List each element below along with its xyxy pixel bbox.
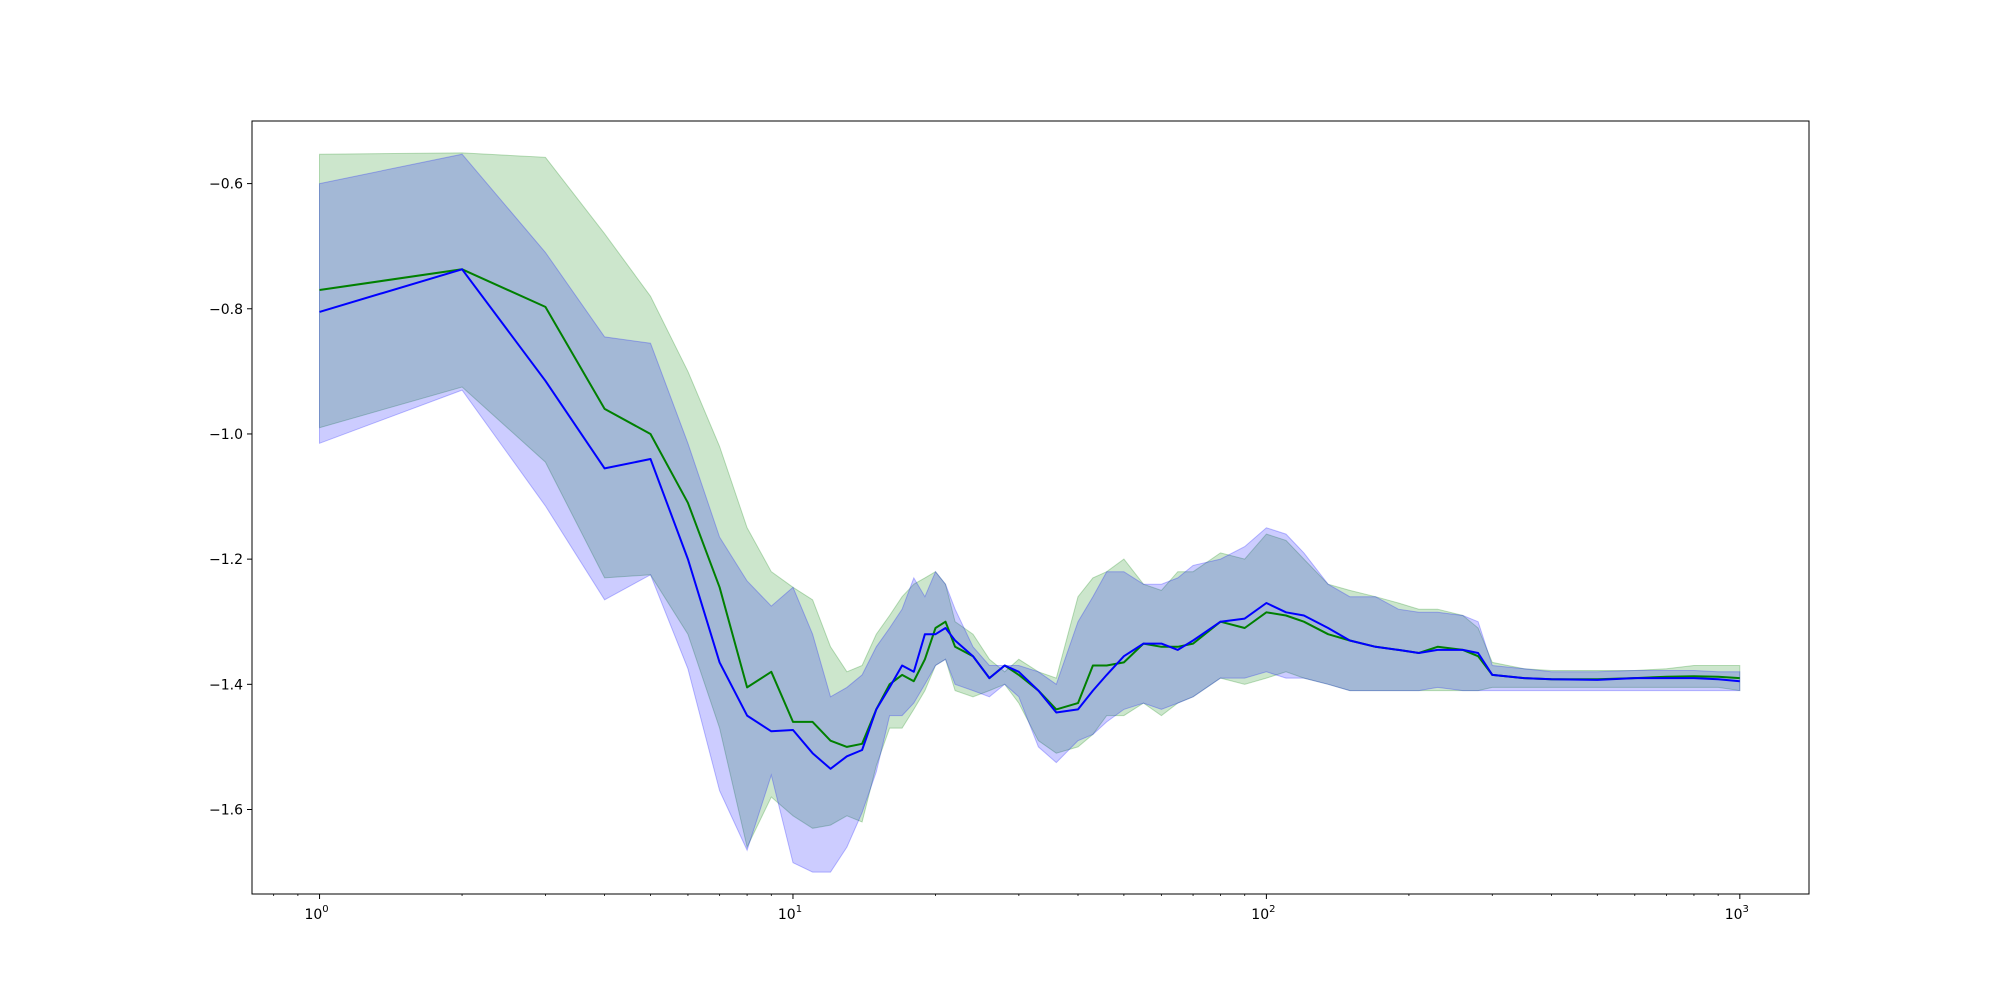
y-tick-label: −1.6 [209, 803, 243, 819]
confidence-bands [319, 152, 1741, 873]
confidence-band-2 [319, 153, 1741, 873]
y-axis: −0.6 −0.8 −1.0 −1.2 −1.4 −1.6 [209, 177, 252, 819]
series-line-2 [319, 268, 1740, 770]
y-tick-label: −0.8 [209, 302, 243, 318]
series-lines [319, 268, 1740, 770]
y-tick-label: −1.2 [209, 552, 243, 568]
y-tick-label: −1.4 [209, 677, 243, 693]
y-tick-label: −1.0 [209, 427, 243, 443]
y-tick-label: −0.6 [209, 177, 243, 193]
series-line-1 [319, 268, 1740, 748]
axes-frame [251, 120, 1810, 895]
plot-area [252, 121, 1809, 894]
confidence-band-1 [319, 152, 1741, 849]
